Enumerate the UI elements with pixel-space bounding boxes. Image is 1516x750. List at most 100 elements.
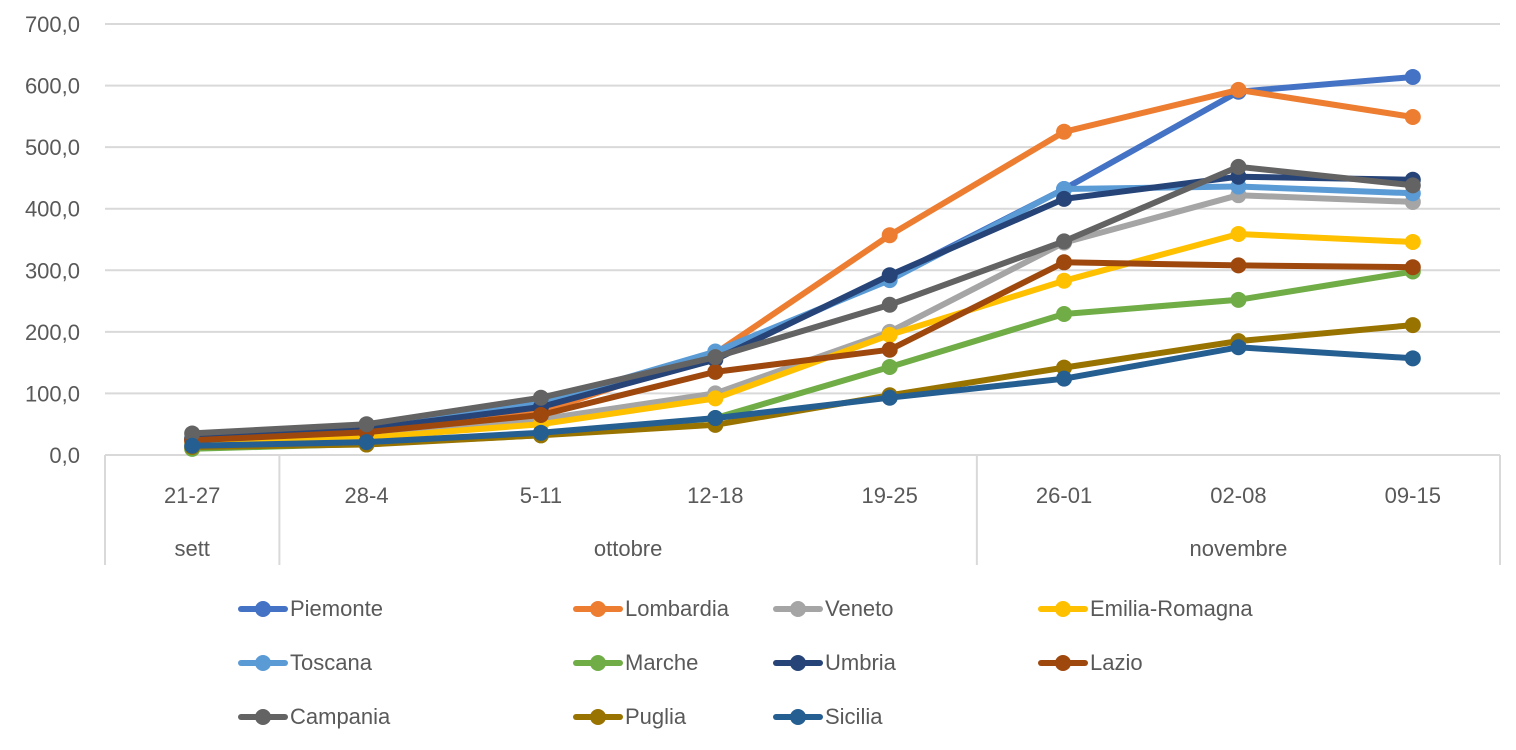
series-line: [189, 163, 1416, 437]
series-lines: [184, 68, 1421, 457]
legend-label: Lazio: [1090, 650, 1143, 675]
legend-marker-icon: [573, 700, 623, 734]
x-tick-label: 28-4: [345, 483, 389, 508]
data-point: [707, 363, 724, 380]
data-point: [707, 410, 724, 427]
data-point: [1056, 123, 1073, 140]
x-tick-label: 5-11: [520, 483, 562, 508]
y-tick-label: 300,0: [25, 258, 80, 283]
legend-label: Puglia: [625, 704, 687, 729]
legend-item: Lombardia: [573, 592, 729, 626]
data-point: [1230, 339, 1247, 356]
legend-label: Campania: [290, 704, 391, 729]
data-point: [881, 227, 898, 244]
legend-marker-icon: [773, 592, 823, 626]
y-tick-label: 600,0: [25, 74, 80, 99]
data-point: [532, 389, 549, 406]
legend-label: Emilia-Romagna: [1090, 596, 1253, 621]
legend-label: Lombardia: [625, 596, 729, 621]
data-point: [358, 416, 375, 433]
legend-marker-icon: [773, 646, 823, 680]
legend-item: Umbria: [773, 646, 896, 680]
x-group-label: ottobre: [594, 536, 663, 561]
legend-marker-icon: [238, 646, 288, 680]
y-tick-label: 100,0: [25, 381, 80, 406]
data-point: [881, 296, 898, 313]
legend-label: Piemonte: [290, 596, 383, 621]
x-group-label: sett: [174, 536, 209, 561]
data-point: [1404, 68, 1421, 85]
data-point: [881, 358, 898, 375]
data-point: [881, 341, 898, 358]
data-point: [1404, 317, 1421, 334]
legend-label: Marche: [625, 650, 699, 675]
legend-marker-icon: [238, 592, 288, 626]
data-point: [184, 425, 201, 442]
legend-item: Lazio: [1038, 646, 1143, 680]
legend-marker-icon: [238, 700, 288, 734]
x-tick-label: 21-27: [164, 483, 220, 508]
legend-item: Toscana: [238, 646, 372, 680]
data-point: [1230, 81, 1247, 98]
x-tick-label: 26-01: [1036, 483, 1092, 508]
series-sicilia: [184, 339, 1421, 454]
data-point: [1056, 359, 1073, 376]
y-tick-label: 400,0: [25, 197, 80, 222]
series-line: [189, 259, 1416, 444]
legend-item: Marche: [573, 646, 698, 680]
data-point: [532, 424, 549, 441]
legend-marker-icon: [773, 700, 823, 734]
data-point: [1056, 233, 1073, 250]
data-point: [707, 349, 724, 366]
series-line: [189, 344, 1416, 449]
x-axis: 21-27 28-4 5-11 12-18 19-25 26-01 02-08 09-15 se…: [104, 455, 1501, 565]
legend-marker-icon: [573, 592, 623, 626]
series-line: [189, 74, 1416, 443]
legend-label: Toscana: [290, 650, 372, 675]
data-point: [1404, 259, 1421, 276]
x-group-label: novembre: [1190, 536, 1288, 561]
data-point: [1404, 350, 1421, 367]
data-point: [881, 389, 898, 406]
data-point: [1404, 177, 1421, 194]
data-point: [1230, 225, 1247, 242]
data-point: [184, 437, 201, 454]
data-point: [1230, 158, 1247, 175]
legend-item: Puglia: [573, 700, 686, 734]
data-point: [1230, 291, 1247, 308]
x-tick-label: 09-15: [1385, 483, 1441, 508]
data-point: [532, 406, 549, 423]
x-tick-label: 02-08: [1210, 483, 1266, 508]
series-line: [189, 183, 1416, 441]
data-point: [1056, 306, 1073, 323]
y-tick-label: 500,0: [25, 135, 80, 160]
legend-label: Veneto: [825, 596, 894, 621]
legend-item: Veneto: [773, 592, 894, 626]
legend-marker-icon: [573, 646, 623, 680]
data-point: [1404, 233, 1421, 250]
data-point: [1056, 370, 1073, 387]
data-point: [1404, 108, 1421, 125]
data-point: [881, 326, 898, 343]
legend-item: Sicilia: [773, 700, 882, 734]
data-point: [1056, 272, 1073, 289]
legend-label: Umbria: [825, 650, 896, 675]
legend-marker-icon: [1038, 646, 1088, 680]
data-point: [1056, 254, 1073, 271]
y-tick-label: 0,0: [49, 443, 80, 468]
data-point: [881, 267, 898, 284]
data-point: [707, 390, 724, 407]
y-tick-label: 200,0: [25, 320, 80, 345]
series-line: [189, 231, 1416, 447]
data-point: [1230, 257, 1247, 274]
x-tick-label: 19-25: [862, 483, 918, 508]
legend-item: Campania: [238, 700, 390, 734]
y-tick-label: 700,0: [25, 12, 80, 37]
line-chart: 0,0 100,0 200,0 300,0 400,0 500,0 600,0 700,0 2…: [25, 12, 1501, 565]
y-axis-ticks: 0,0 100,0 200,0 300,0 400,0 500,0 600,0 700,0: [25, 12, 80, 468]
legend-item: Emilia-Romagna: [1038, 592, 1253, 626]
legend-label: Sicilia: [825, 704, 883, 729]
x-tick-label: 12-18: [687, 483, 743, 508]
data-point: [358, 434, 375, 451]
series-line: [189, 173, 1416, 442]
